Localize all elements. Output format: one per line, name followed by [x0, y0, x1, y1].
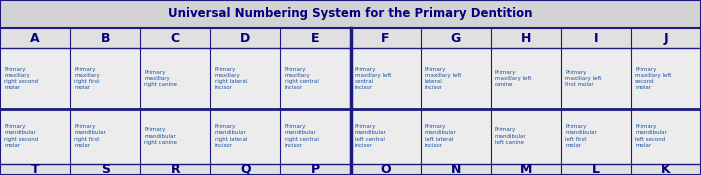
FancyBboxPatch shape	[631, 48, 701, 108]
Text: R: R	[170, 163, 180, 175]
Text: Primary
maxillary
right second
molar: Primary maxillary right second molar	[4, 66, 39, 90]
Text: C: C	[170, 32, 180, 45]
FancyBboxPatch shape	[140, 48, 210, 108]
Text: Primary
maxillary
right lateral
incisor: Primary maxillary right lateral incisor	[215, 66, 247, 90]
Text: D: D	[240, 32, 250, 45]
FancyBboxPatch shape	[0, 164, 70, 175]
Text: S: S	[101, 163, 109, 175]
Text: A: A	[30, 32, 40, 45]
Text: E: E	[311, 32, 320, 45]
Text: N: N	[451, 163, 461, 175]
FancyBboxPatch shape	[561, 28, 631, 48]
Text: Universal Numbering System for the Primary Dentition: Universal Numbering System for the Prima…	[168, 8, 533, 20]
Text: Primary
maxillary
right first
molar: Primary maxillary right first molar	[74, 66, 100, 90]
Text: H: H	[521, 32, 531, 45]
FancyBboxPatch shape	[0, 28, 70, 48]
FancyBboxPatch shape	[421, 164, 491, 175]
FancyBboxPatch shape	[631, 164, 701, 175]
Text: F: F	[381, 32, 390, 45]
FancyBboxPatch shape	[0, 108, 70, 164]
FancyBboxPatch shape	[561, 48, 631, 108]
FancyBboxPatch shape	[0, 0, 701, 28]
Text: Primary
mandibular
left second
molar: Primary mandibular left second molar	[635, 124, 667, 148]
FancyBboxPatch shape	[210, 108, 280, 164]
FancyBboxPatch shape	[280, 164, 350, 175]
FancyBboxPatch shape	[350, 28, 421, 48]
Text: Primary
mandibular
right second
molar: Primary mandibular right second molar	[4, 124, 39, 148]
FancyBboxPatch shape	[210, 28, 280, 48]
Text: Primary
mandibular
left first
molar: Primary mandibular left first molar	[565, 124, 597, 148]
FancyBboxPatch shape	[491, 28, 561, 48]
Text: M: M	[519, 163, 532, 175]
FancyBboxPatch shape	[561, 108, 631, 164]
Text: Primary
mandibular
left lateral
incisor: Primary mandibular left lateral incisor	[425, 124, 456, 148]
Text: Primary
mandibular
right canine: Primary mandibular right canine	[144, 127, 177, 145]
FancyBboxPatch shape	[280, 48, 350, 108]
FancyBboxPatch shape	[491, 108, 561, 164]
FancyBboxPatch shape	[350, 48, 421, 108]
FancyBboxPatch shape	[0, 48, 70, 108]
Text: Primary
maxillary
right canine: Primary maxillary right canine	[144, 70, 177, 87]
Text: Primary
maxillary
right central
incisor: Primary maxillary right central incisor	[285, 66, 318, 90]
Text: Primary
maxillary left
lateral
incisor: Primary maxillary left lateral incisor	[425, 66, 461, 90]
FancyBboxPatch shape	[491, 164, 561, 175]
FancyBboxPatch shape	[70, 164, 140, 175]
Text: J: J	[664, 32, 668, 45]
FancyBboxPatch shape	[421, 28, 491, 48]
FancyBboxPatch shape	[140, 28, 210, 48]
Text: Primary
mandibular
right central
incisor: Primary mandibular right central incisor	[285, 124, 318, 148]
Text: P: P	[311, 163, 320, 175]
Text: Primary
maxillary left
canine: Primary maxillary left canine	[495, 70, 531, 87]
Text: Primary
mandibular
left central
incisor: Primary mandibular left central incisor	[355, 124, 386, 148]
Text: Primary
mandibular
right first
molar: Primary mandibular right first molar	[74, 124, 106, 148]
Text: K: K	[661, 163, 671, 175]
FancyBboxPatch shape	[350, 108, 421, 164]
Text: Primary
mandibular
right lateral
incisor: Primary mandibular right lateral incisor	[215, 124, 247, 148]
Text: T: T	[31, 163, 39, 175]
FancyBboxPatch shape	[631, 28, 701, 48]
FancyBboxPatch shape	[631, 108, 701, 164]
FancyBboxPatch shape	[280, 28, 350, 48]
FancyBboxPatch shape	[421, 108, 491, 164]
FancyBboxPatch shape	[561, 164, 631, 175]
FancyBboxPatch shape	[421, 48, 491, 108]
Text: O: O	[380, 163, 391, 175]
FancyBboxPatch shape	[210, 164, 280, 175]
Text: Primary
maxillary left
central
incisor: Primary maxillary left central incisor	[355, 66, 391, 90]
FancyBboxPatch shape	[210, 48, 280, 108]
Text: I: I	[594, 32, 598, 45]
Text: Q: Q	[240, 163, 251, 175]
FancyBboxPatch shape	[280, 108, 350, 164]
Text: G: G	[451, 32, 461, 45]
FancyBboxPatch shape	[70, 108, 140, 164]
Text: B: B	[100, 32, 110, 45]
Text: Primary
mandibular
left canine: Primary mandibular left canine	[495, 127, 526, 145]
FancyBboxPatch shape	[70, 48, 140, 108]
Text: L: L	[592, 163, 600, 175]
FancyBboxPatch shape	[491, 48, 561, 108]
Text: Primary
maxillary left
first molar: Primary maxillary left first molar	[565, 70, 601, 87]
FancyBboxPatch shape	[350, 164, 421, 175]
Text: Primary
maxillary left
second
molar: Primary maxillary left second molar	[635, 66, 672, 90]
FancyBboxPatch shape	[140, 108, 210, 164]
FancyBboxPatch shape	[140, 164, 210, 175]
FancyBboxPatch shape	[70, 28, 140, 48]
